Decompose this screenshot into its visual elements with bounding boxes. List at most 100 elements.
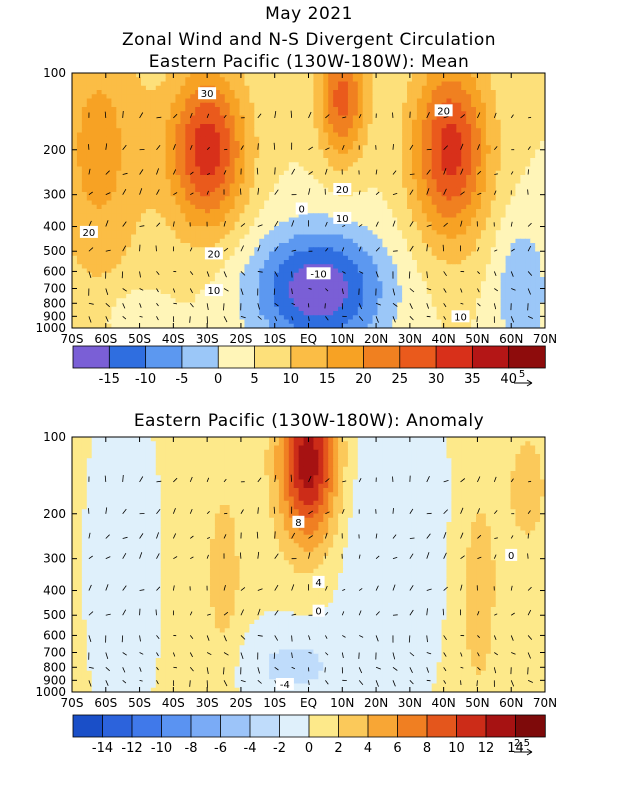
field-cell <box>357 85 364 91</box>
field-cell <box>407 153 413 159</box>
field-cell <box>382 217 388 223</box>
field-cell <box>81 94 88 100</box>
field-cell <box>446 221 452 227</box>
field-cell <box>190 183 196 189</box>
field-cell <box>205 226 211 231</box>
field-cell <box>121 230 127 236</box>
field-cell <box>480 136 487 142</box>
field-cell <box>244 98 250 104</box>
field-cell <box>505 128 512 134</box>
field-cell <box>288 115 295 121</box>
field-cell <box>288 289 295 295</box>
field-cell <box>219 217 226 223</box>
field-cell <box>505 149 512 155</box>
field-cell <box>490 132 497 138</box>
field-cell <box>352 217 359 223</box>
field-cell <box>140 179 147 185</box>
field-cell <box>530 268 536 274</box>
field-cell <box>362 213 369 219</box>
field-cell <box>150 179 157 185</box>
field-cell <box>456 136 462 142</box>
field-cell <box>101 192 108 197</box>
field-cell <box>402 119 408 125</box>
field-cell <box>145 124 152 129</box>
field-cell <box>91 200 98 206</box>
field-cell <box>426 213 433 219</box>
field-cell <box>239 251 246 257</box>
field-cell <box>466 289 472 295</box>
field-cell <box>471 281 477 287</box>
field-cell <box>170 136 177 142</box>
field-cell <box>254 170 260 176</box>
field-cell <box>214 234 221 240</box>
field-cell <box>466 213 472 219</box>
field-cell <box>313 230 319 236</box>
field-cell <box>111 221 117 227</box>
field-cell <box>283 281 290 287</box>
field-cell <box>347 128 354 134</box>
field-cell <box>86 238 93 244</box>
field-cell <box>111 217 117 223</box>
field-cell <box>175 111 181 117</box>
field-cell <box>333 90 339 95</box>
field-cell <box>451 277 457 282</box>
field-cell <box>407 268 413 274</box>
field-cell <box>121 289 127 295</box>
field-cell <box>362 153 369 159</box>
field-cell <box>136 251 142 257</box>
field-cell <box>490 238 497 244</box>
field-cell <box>411 285 418 291</box>
field-cell <box>170 111 177 117</box>
field-cell <box>357 264 364 270</box>
field-cell <box>347 247 354 253</box>
field-cell <box>530 179 536 185</box>
field-cell <box>239 213 246 219</box>
field-cell <box>264 77 270 83</box>
field-cell <box>461 255 467 261</box>
field-cell <box>540 230 545 236</box>
field-cell <box>244 81 250 87</box>
field-cell <box>357 145 364 151</box>
field-cell <box>165 221 172 227</box>
field-cell <box>303 187 310 193</box>
field-cell <box>214 217 221 223</box>
field-cell <box>224 251 231 257</box>
field-cell <box>160 73 167 78</box>
field-cell <box>219 158 226 163</box>
field-cell <box>490 243 497 248</box>
field-cell <box>303 166 310 172</box>
field-cell <box>72 243 78 248</box>
field-cell <box>505 73 512 78</box>
field-cell <box>195 192 201 197</box>
field-cell <box>480 255 487 261</box>
field-cell <box>530 128 536 134</box>
field-cell <box>116 128 122 134</box>
field-cell <box>333 289 339 295</box>
field-cell <box>461 272 467 278</box>
field-cell <box>303 145 310 151</box>
field-cell <box>421 85 428 91</box>
field-cell <box>209 141 216 146</box>
field-cell <box>540 128 545 134</box>
field-cell <box>224 196 231 202</box>
field-cell <box>333 162 339 168</box>
field-cell <box>352 73 359 78</box>
field-cell <box>333 170 339 176</box>
field-cell <box>259 124 265 129</box>
field-cell <box>200 102 206 108</box>
field-cell <box>402 102 408 108</box>
field-cell <box>461 128 467 134</box>
field-cell <box>387 221 393 227</box>
field-cell <box>288 230 295 236</box>
field-cell <box>81 162 88 168</box>
field-cell <box>140 77 147 83</box>
field-cell <box>224 217 231 223</box>
field-cell <box>229 115 236 121</box>
field-cell <box>308 187 315 193</box>
field-cell <box>456 200 462 206</box>
field-cell <box>150 285 157 291</box>
field-cell <box>160 264 167 270</box>
field-cell <box>136 213 142 219</box>
field-cell <box>382 111 388 117</box>
field-cell <box>535 158 541 163</box>
